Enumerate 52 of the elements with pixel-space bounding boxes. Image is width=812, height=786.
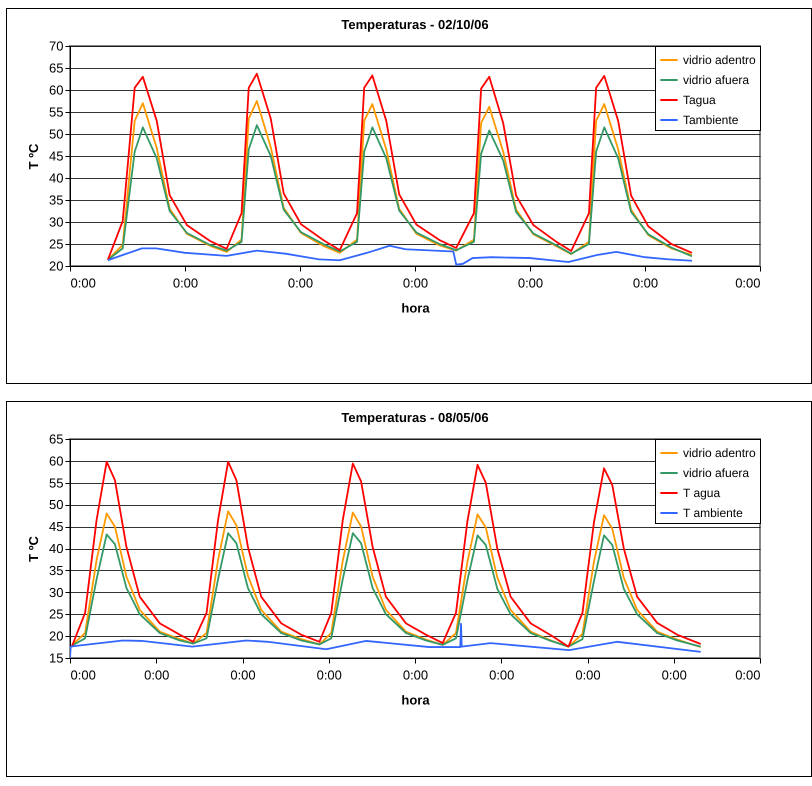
- x-tick-label: 0:00: [735, 668, 760, 682]
- legend-label: T ambiente: [683, 506, 744, 520]
- x-axis-title: hora: [401, 692, 430, 708]
- y-tick-label: 50: [49, 126, 64, 142]
- legend-label: vidrio adentro: [683, 446, 756, 460]
- y-tick-label: 20: [49, 628, 64, 644]
- chart-title: Temperaturas - 08/05/06: [341, 410, 489, 425]
- x-tick-label: 0:00: [518, 276, 544, 290]
- y-tick-label: 60: [49, 82, 64, 98]
- y-axis-title: T ºC: [26, 536, 42, 562]
- legend-label: vidrio afuera: [683, 466, 750, 480]
- legend-label: vidrio adentro: [683, 53, 756, 67]
- y-tick-label: 25: [49, 236, 64, 252]
- y-tick-label: 60: [49, 453, 64, 468]
- x-tick-label: 0:00: [70, 276, 96, 290]
- x-tick-label: 0:00: [70, 668, 96, 682]
- y-tick-label: 50: [49, 497, 64, 512]
- y-tick-label: 55: [49, 104, 64, 120]
- x-tick-label: 0:00: [632, 276, 658, 290]
- x-tick-label: 0:00: [144, 668, 170, 682]
- y-tick-label: 70: [49, 38, 64, 54]
- y-tick-label: 65: [49, 60, 64, 76]
- x-axis-title: hora: [401, 300, 430, 316]
- x-tick-label: 0:00: [402, 276, 428, 290]
- x-tick-label: 0:00: [316, 668, 342, 682]
- x-tick-label: 0:00: [172, 276, 198, 290]
- x-tick-label: 0:00: [489, 668, 514, 682]
- y-tick-label: 65: [49, 432, 64, 446]
- y-tick-label: 25: [49, 606, 64, 622]
- y-tick-label: 40: [49, 170, 64, 186]
- y-tick-label: 45: [49, 519, 64, 534]
- y-tick-label: 35: [49, 562, 64, 578]
- legend-label: vidrio afuera: [683, 73, 750, 87]
- x-tick-label: 0:00: [402, 668, 428, 682]
- y-tick-label: 45: [49, 148, 64, 164]
- y-tick-label: 15: [49, 650, 64, 666]
- legend-label: Tambiente: [683, 113, 739, 127]
- legend-label: Tagua: [683, 93, 716, 107]
- x-tick-label: 0:00: [288, 276, 314, 290]
- y-axis-title: T ºC: [26, 143, 42, 170]
- y-tick-label: 40: [49, 541, 64, 556]
- legend-label: T agua: [683, 486, 720, 500]
- y-tick-label: 30: [49, 214, 64, 230]
- y-tick-label: 35: [49, 192, 64, 208]
- x-tick-label: 0:00: [575, 668, 601, 682]
- y-tick-label: 55: [49, 475, 64, 490]
- x-tick-label: 0:00: [230, 668, 256, 682]
- chart-title: Temperaturas - 02/10/06: [341, 17, 489, 32]
- x-tick-label: 0:00: [662, 668, 687, 682]
- y-tick-label: 20: [49, 258, 64, 274]
- y-tick-label: 30: [49, 584, 64, 600]
- x-tick-label: 0:00: [735, 276, 760, 290]
